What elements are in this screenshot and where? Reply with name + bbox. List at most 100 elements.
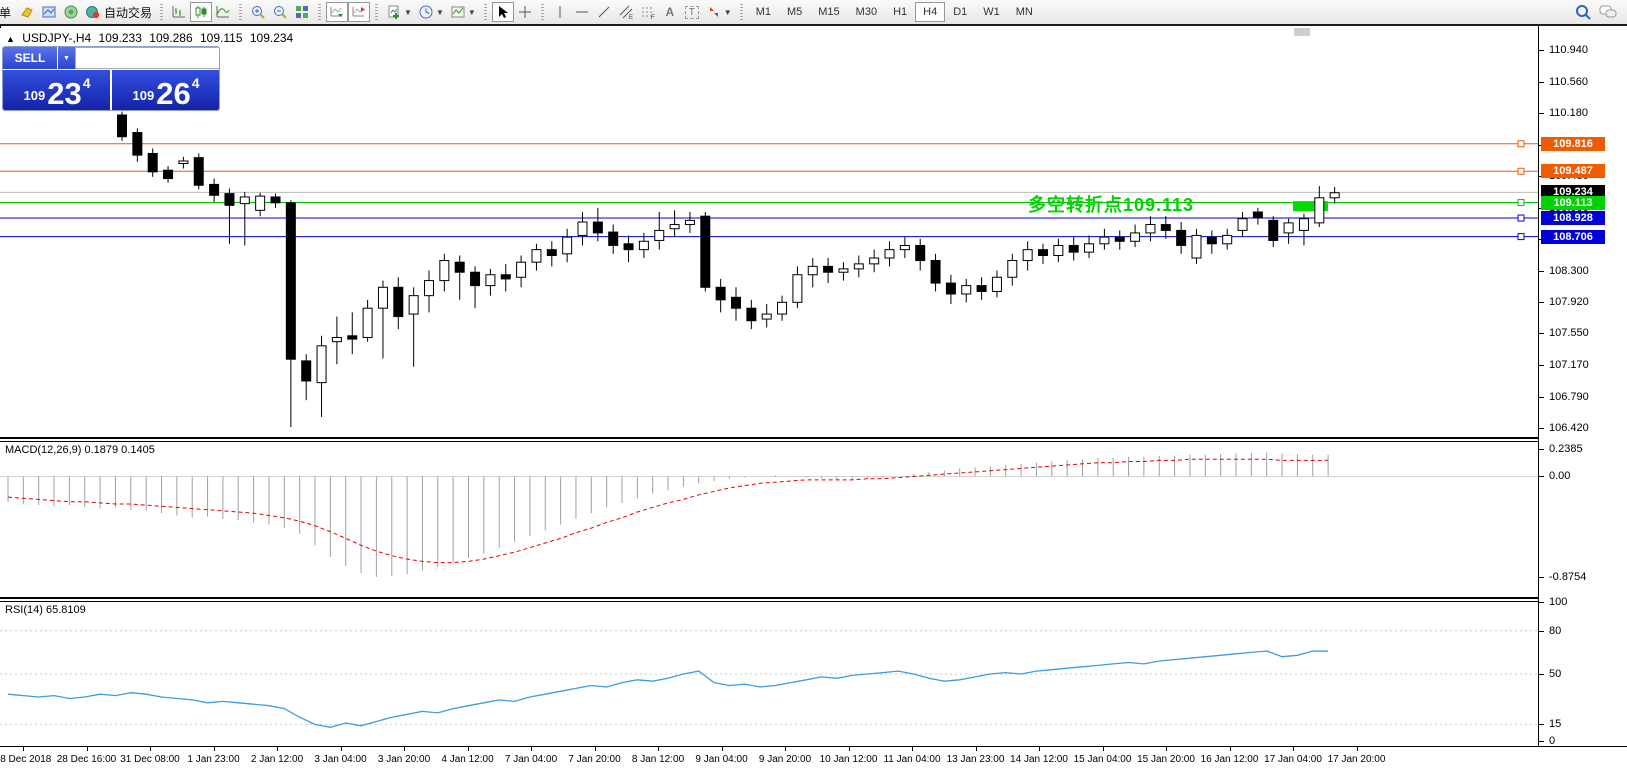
- vertical-line-button[interactable]: [549, 2, 571, 22]
- y-axis-tick-mark: [1539, 724, 1544, 726]
- timeframe-button-M15[interactable]: M15: [810, 2, 847, 22]
- zoom-out-button[interactable]: [269, 2, 291, 22]
- cursor-button[interactable]: [491, 2, 514, 22]
- y-axis-label: 50: [1549, 668, 1562, 680]
- chart-window-button[interactable]: [38, 2, 60, 22]
- y-axis-label: 107.550: [1549, 327, 1589, 340]
- time-axis[interactable]: 28 Dec 2018 28 Dec 16:00 31 Dec 08:00 1 Jan…: [0, 746, 1627, 773]
- sell-price-sup: 4: [82, 75, 91, 91]
- network-status-icon: [63, 4, 79, 20]
- equidistant-channel-button[interactable]: E: [615, 2, 637, 22]
- cursor-icon: [495, 4, 511, 20]
- x-axis-label: 28 Dec 2018: [0, 754, 52, 765]
- x-axis-label: 10 Jan 12:00: [819, 754, 878, 765]
- x-axis-tick-mark: [404, 747, 405, 751]
- sell-price-box[interactable]: 109 23 4: [3, 70, 110, 110]
- chart-shift-button[interactable]: [348, 2, 371, 22]
- fibonacci-button[interactable]: F: [637, 2, 659, 22]
- x-axis-tick-mark: [86, 747, 88, 751]
- collapse-icon[interactable]: ▲: [6, 34, 15, 44]
- timeframe-button-MN[interactable]: MN: [1008, 2, 1041, 22]
- ohlc-low: 109.115: [200, 31, 243, 45]
- buy-price-big: 26: [156, 75, 191, 111]
- timeframe-button-D1[interactable]: D1: [945, 2, 975, 22]
- chat-button[interactable]: [1595, 2, 1621, 22]
- y-axis-label: 0: [1549, 735, 1556, 747]
- clock-icon: [418, 4, 434, 20]
- metaeditor-button[interactable]: [16, 2, 38, 22]
- periods-button[interactable]: ▼: [415, 2, 447, 22]
- text-button[interactable]: A: [659, 2, 681, 22]
- price-tag-109.113: 109.113: [1541, 195, 1605, 210]
- rsi-chart[interactable]: [0, 602, 1538, 746]
- y-axis-tick-mark: [1539, 741, 1544, 742]
- timeframe-button-W1[interactable]: W1: [975, 2, 1008, 22]
- line-handle: [1517, 214, 1525, 222]
- rsi-indicator-label: RSI(14) 65.8109: [5, 604, 86, 616]
- x-axis-tick-mark: [213, 747, 215, 751]
- autotrading-button[interactable]: 自动交易: [82, 2, 155, 22]
- sell-button[interactable]: SELL: [3, 47, 58, 69]
- x-axis-label: 9 Jan 20:00: [758, 754, 812, 765]
- x-axis-label: 15 Jan 04:00: [1073, 754, 1132, 765]
- chat-icon: [1598, 3, 1618, 21]
- x-axis-tick-mark: [785, 747, 786, 751]
- new-order-button[interactable]: 单: [0, 2, 16, 22]
- macd-chart[interactable]: [0, 442, 1538, 597]
- y-axis-tick-mark: [1539, 396, 1544, 398]
- horizontal-line-button[interactable]: [571, 2, 593, 22]
- network-status-button[interactable]: [60, 2, 82, 22]
- symbol-info-line: ▲ USDJPY-,H4 109.233 109.286 109.115 109…: [6, 31, 297, 45]
- timeframe-button-H1[interactable]: H1: [885, 2, 915, 22]
- pane-separator[interactable]: [0, 437, 1538, 442]
- price-tag-109.487: 109.487: [1541, 164, 1605, 179]
- y-axis-label: 110.560: [1549, 75, 1588, 88]
- trendline-button[interactable]: [593, 2, 615, 22]
- buy-price-sup: 4: [191, 75, 200, 91]
- toolbar-gripper: [375, 4, 379, 20]
- text-icon: A: [665, 5, 675, 19]
- buy-price-box[interactable]: 109 26 4: [112, 70, 219, 111]
- autoscroll-button[interactable]: [326, 2, 349, 22]
- templates-button[interactable]: ▼: [447, 2, 479, 22]
- arrows-button[interactable]: ▼: [703, 2, 735, 22]
- y-axis-tick-mark: [1539, 630, 1544, 632]
- metaeditor-icon: [19, 4, 35, 20]
- volume-input[interactable]: [75, 47, 219, 69]
- candlestick-chart-button[interactable]: [190, 2, 213, 22]
- y-axis-label: 108.300: [1549, 264, 1589, 277]
- x-axis-tick-mark: [23, 747, 24, 751]
- crosshair-button[interactable]: [514, 2, 536, 22]
- crosshair-icon: [517, 4, 533, 20]
- bar-chart-button[interactable]: [168, 2, 190, 22]
- timeframe-button-M1[interactable]: M1: [748, 2, 779, 22]
- chart-annotation-text[interactable]: 多空转折点109.113: [1028, 195, 1195, 215]
- indicators-button[interactable]: ▼: [383, 2, 415, 22]
- chart-window-icon: [41, 4, 57, 20]
- y-axis-tick-mark: [1539, 576, 1544, 578]
- y-axis-tick-mark: [1539, 602, 1544, 603]
- ohlc-close: 109.234: [249, 31, 294, 45]
- x-axis-tick-mark: [658, 747, 659, 751]
- text-label-button[interactable]: T: [681, 2, 703, 22]
- search-button[interactable]: [1571, 2, 1595, 22]
- price-tag-108.706: 108.706: [1541, 229, 1605, 244]
- x-axis-label: 11 Jan 04:00: [883, 754, 941, 765]
- x-axis-label: 9 Jan 04:00: [695, 754, 748, 765]
- y-axis-tick-mark: [1539, 365, 1544, 367]
- dropdown-arrow-icon: ▼: [723, 7, 732, 17]
- price-tag-109.816: 109.816: [1541, 136, 1605, 151]
- timeframe-button-M5[interactable]: M5: [779, 2, 810, 22]
- tile-windows-button[interactable]: [291, 2, 313, 22]
- price-scale[interactable]: 110.940110.560110.180109.800109.430109.0…: [1538, 26, 1627, 747]
- sell-price-prefix: 109: [23, 88, 46, 103]
- macd-indicator-label: MACD(12,26,9) 0.1879 0.1405: [5, 444, 155, 456]
- timeframe-button-H4[interactable]: H4: [915, 2, 946, 22]
- y-axis-label: 107.920: [1549, 296, 1589, 309]
- candlestick-chart[interactable]: [0, 28, 1538, 437]
- pane-separator[interactable]: [0, 597, 1538, 602]
- zoom-in-button[interactable]: [247, 2, 269, 22]
- timeframe-button-M30[interactable]: M30: [848, 2, 885, 22]
- line-chart-button[interactable]: [212, 2, 234, 22]
- volume-decrease-button[interactable]: ▼: [58, 47, 75, 69]
